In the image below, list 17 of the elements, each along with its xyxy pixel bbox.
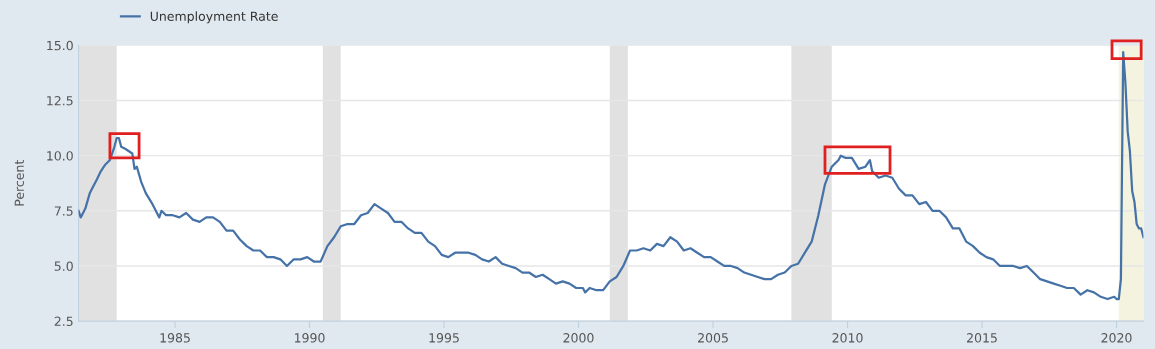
y-tick-label: 10.0 bbox=[47, 151, 73, 161]
x-tick-label: 2005 bbox=[698, 333, 728, 343]
y-tick-label: 2.5 bbox=[54, 316, 73, 327]
x-tick-label: 2015 bbox=[967, 333, 997, 343]
y-tick-label: 7.5 bbox=[54, 206, 73, 216]
x-tick-label: 1990 bbox=[294, 333, 325, 343]
y-axis-title: Percent bbox=[14, 160, 24, 206]
x-tick-label: 2020 bbox=[1101, 333, 1132, 343]
y-tick-label: 5.0 bbox=[54, 261, 73, 271]
x-tick-label: 2010 bbox=[832, 333, 863, 343]
legend-label: Unemployment Rate bbox=[150, 11, 278, 24]
y-tick-label: 15.0 bbox=[47, 40, 73, 51]
line-series bbox=[78, 50, 1144, 301]
y-tick-label: 12.5 bbox=[47, 95, 73, 106]
x-tick-label: 2000 bbox=[563, 333, 594, 343]
x-tick-label: 1985 bbox=[160, 333, 190, 343]
x-tick-label: 1995 bbox=[429, 333, 459, 343]
